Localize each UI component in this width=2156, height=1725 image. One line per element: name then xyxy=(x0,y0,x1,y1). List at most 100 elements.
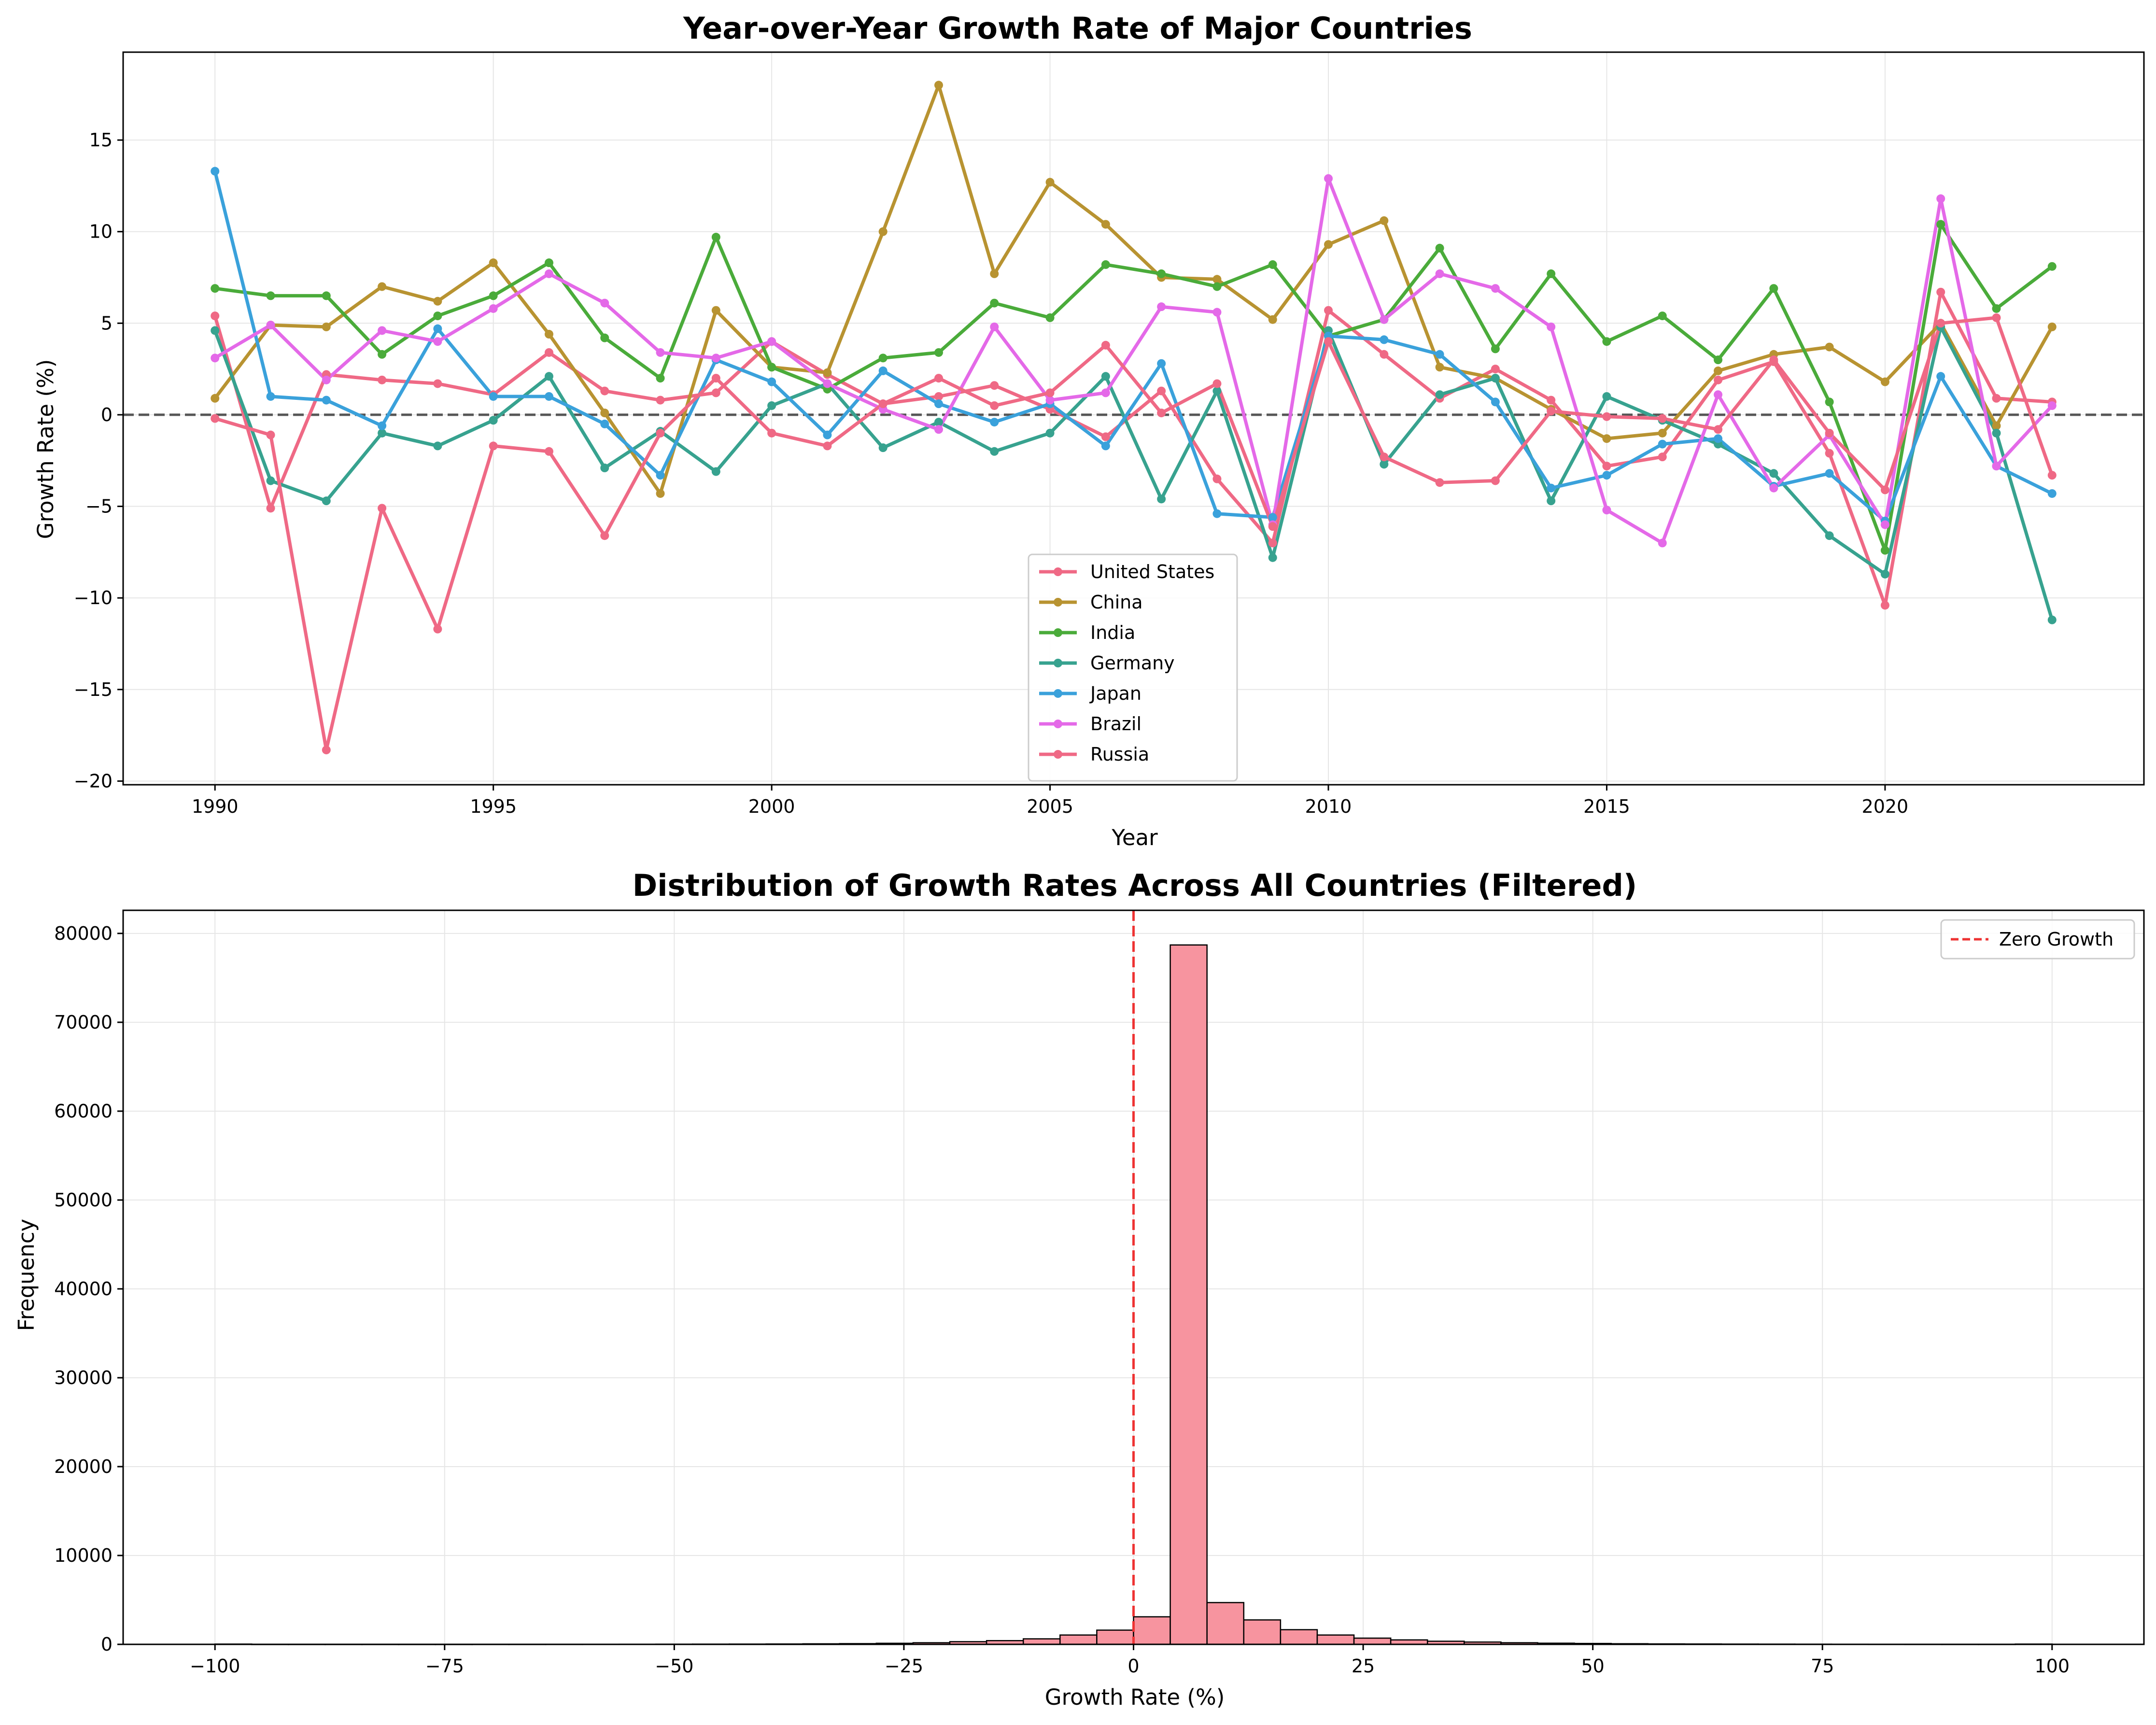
data-point-russia xyxy=(656,428,665,438)
legend-entry-label: Germany xyxy=(1090,652,1175,674)
legend-swatch-marker xyxy=(1054,659,1062,667)
data-point-brazil xyxy=(1602,506,1611,515)
histogram-plot-area: −100 −75 −50 −25 0 25 50 75 100 0 10000 20000 30000 4… xyxy=(54,909,2145,1677)
data-point-china xyxy=(1324,240,1333,249)
data-point-china xyxy=(2047,322,2057,331)
data-point-india xyxy=(489,291,498,300)
hist-x-tick-label: 100 xyxy=(2035,1655,2070,1677)
data-point-united-states xyxy=(433,379,442,388)
legend-swatch-marker xyxy=(1054,689,1062,698)
data-point-germany xyxy=(322,496,331,506)
data-point-united-states xyxy=(378,375,387,384)
data-point-germany xyxy=(1101,372,1110,381)
data-point-brazil xyxy=(1324,174,1333,183)
data-point-brazil xyxy=(433,337,442,346)
data-point-united-states xyxy=(1658,452,1667,462)
legend-entry-label: China xyxy=(1090,592,1143,613)
hist-y-tick-label: 40000 xyxy=(54,1278,113,1300)
x-tick-label: 2010 xyxy=(1305,796,1352,817)
data-point-germany xyxy=(1045,428,1055,438)
data-point-united-states xyxy=(1602,462,1611,471)
data-point-brazil xyxy=(767,337,776,346)
data-point-germany xyxy=(211,326,220,335)
data-point-japan xyxy=(600,419,609,428)
data-point-brazil xyxy=(934,425,943,434)
histogram-legend-box xyxy=(1940,919,2135,960)
data-point-united-states xyxy=(600,386,609,396)
data-point-germany xyxy=(1769,469,1778,478)
data-point-germany xyxy=(489,416,498,425)
data-point-russia xyxy=(1157,409,1166,418)
line-chart-ylabel: Growth Rate (%) xyxy=(33,359,58,539)
line-plot-area: 1990 1995 2000 2005 2010 2015 2020 −20 −15 −10 −5 0… xyxy=(74,51,2145,817)
data-point-india xyxy=(322,291,331,300)
data-point-brazil xyxy=(1380,315,1389,324)
y-tick-label: −5 xyxy=(85,496,113,517)
y-tick-label: 0 xyxy=(101,404,113,425)
legend-entry-label: Zero Growth xyxy=(1999,929,2114,950)
data-point-brazil xyxy=(1936,194,1945,203)
data-point-china xyxy=(1101,220,1110,229)
data-point-india xyxy=(711,233,720,242)
data-point-china xyxy=(1658,428,1667,438)
data-point-india xyxy=(878,353,888,363)
data-point-japan xyxy=(1825,469,1834,478)
data-point-japan xyxy=(1658,439,1667,449)
data-point-japan xyxy=(1547,483,1556,493)
line-chart-xlabel: Year xyxy=(1111,825,1158,850)
y-tick-label: 10 xyxy=(89,221,113,242)
y-tick-label: −15 xyxy=(74,679,113,700)
data-point-india xyxy=(211,284,220,293)
data-point-russia xyxy=(600,531,609,540)
data-point-united-states xyxy=(1880,601,1889,610)
data-point-united-states xyxy=(656,396,665,405)
histogram-bar xyxy=(1022,1638,1061,1645)
histogram-bar xyxy=(1059,1634,1098,1645)
data-point-brazil xyxy=(600,298,609,308)
data-point-united-states xyxy=(1936,287,1945,297)
series-line-india xyxy=(214,223,2053,552)
data-point-russia xyxy=(711,374,720,383)
hist-x-tick-label: −75 xyxy=(425,1655,464,1677)
hist-y-tick-label: 60000 xyxy=(54,1101,113,1122)
data-point-brazil xyxy=(1769,483,1778,493)
data-point-germany xyxy=(1380,460,1389,469)
data-point-india xyxy=(1212,282,1222,291)
data-point-china xyxy=(489,258,498,268)
data-point-japan xyxy=(1602,471,1611,480)
hist-y-tick-label: 10000 xyxy=(54,1545,113,1566)
data-point-china xyxy=(1825,342,1834,352)
hist-x-tick-label: 50 xyxy=(1581,1655,1604,1677)
data-point-india xyxy=(1268,260,1277,269)
data-point-india xyxy=(378,350,387,359)
data-point-japan xyxy=(1380,335,1389,344)
data-point-japan xyxy=(1212,509,1222,518)
hist-y-tick-label: 70000 xyxy=(54,1012,113,1033)
data-point-united-states xyxy=(1714,375,1723,384)
data-point-china xyxy=(322,322,331,331)
data-point-russia xyxy=(1045,388,1055,397)
data-point-united-states xyxy=(266,504,275,513)
data-point-germany xyxy=(1157,495,1166,504)
data-point-russia xyxy=(934,374,943,383)
data-point-india xyxy=(1658,311,1667,321)
x-tick-label: 1990 xyxy=(192,796,239,817)
legend-swatch-marker xyxy=(1054,750,1062,759)
data-point-united-states xyxy=(934,392,943,401)
legend-entry-label: India xyxy=(1090,622,1135,643)
histogram-bar xyxy=(1096,1629,1134,1645)
data-point-germany xyxy=(990,447,999,456)
data-point-china xyxy=(1380,216,1389,225)
data-point-russia xyxy=(990,401,999,410)
data-point-japan xyxy=(767,377,776,386)
data-point-brazil xyxy=(1658,538,1667,548)
data-point-russia xyxy=(544,447,553,456)
hist-y-tick-label: 30000 xyxy=(54,1367,113,1388)
data-point-germany xyxy=(2047,615,2057,624)
data-point-united-states xyxy=(1491,365,1500,374)
data-point-russia xyxy=(1268,522,1277,531)
data-point-germany xyxy=(767,401,776,410)
hist-y-tick-label: 80000 xyxy=(54,923,113,944)
data-point-brazil xyxy=(1212,308,1222,317)
